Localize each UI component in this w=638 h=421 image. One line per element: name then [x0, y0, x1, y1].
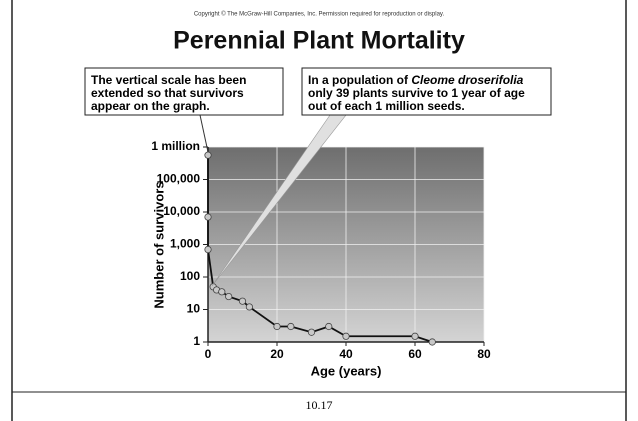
data-point	[245, 303, 253, 311]
data-point	[204, 151, 212, 159]
callout-text-part: only 39 plants survive to 1 year of age	[308, 86, 525, 100]
data-point	[273, 322, 281, 331]
callout-text: only 39 plants survive to 1 year of age	[308, 86, 525, 100]
callout-text: appear on the graph.	[91, 99, 210, 113]
chart-title: Perennial Plant Mortality	[173, 27, 465, 55]
y-tick-label: 100	[180, 269, 200, 283]
callout-text-part: Cleome droserifolia	[411, 73, 523, 87]
callout-pointer	[199, 114, 209, 153]
data-point	[411, 332, 419, 340]
data-point	[428, 338, 436, 346]
x-tick-label: 80	[477, 347, 491, 361]
x-tick-label: 40	[339, 347, 353, 361]
callout-text: out of each 1 million seeds.	[308, 99, 465, 113]
y-tick-label: 100,000	[157, 172, 201, 186]
data-point	[307, 328, 316, 336]
plot: 1 10 100 1,000 10,000 100,000 1 million 0 20 40 60…	[151, 139, 491, 361]
callout-text: The vertical scale has been	[91, 73, 246, 87]
y-tick-label: 1 million	[151, 139, 200, 153]
footer: 10.17	[306, 398, 333, 412]
callout-text-part: out of each 1 million seeds.	[308, 99, 465, 113]
data-point	[342, 332, 350, 340]
data-point	[204, 245, 212, 254]
x-tick-label: 60	[408, 347, 422, 361]
callout-text-part: In a population of	[308, 73, 411, 87]
data-point	[204, 213, 212, 221]
callout-text-part: The vertical scale has been	[91, 73, 246, 87]
data-point	[287, 322, 295, 331]
y-tick-label: 1	[193, 334, 200, 348]
x-axis-label: Age (years)	[311, 363, 382, 378]
x-tick-label: 20	[270, 347, 284, 361]
data-line	[207, 155, 433, 343]
data-point	[325, 322, 333, 331]
y-tick-label: 10	[187, 302, 201, 316]
callout-box	[301, 67, 552, 116]
y-axis-label: Number of survivors	[151, 181, 166, 308]
callout-text: extended so that survivors	[91, 86, 244, 100]
callout-box	[84, 67, 284, 116]
callout-text: In a population of Cleome droserifolia	[308, 73, 524, 87]
y-tick-label: 1,000	[170, 237, 200, 251]
data-point	[238, 297, 247, 305]
callout-text-part: appear on the graph.	[91, 99, 210, 113]
y-tick-label: 10,000	[163, 204, 200, 218]
callout-text-part: extended so that survivors	[91, 86, 244, 100]
copyright: Copyright © The McGraw-Hill Companies, I…	[194, 11, 445, 18]
data-point	[225, 292, 233, 301]
x-tick-label: 0	[205, 347, 212, 361]
data-point	[218, 288, 226, 296]
